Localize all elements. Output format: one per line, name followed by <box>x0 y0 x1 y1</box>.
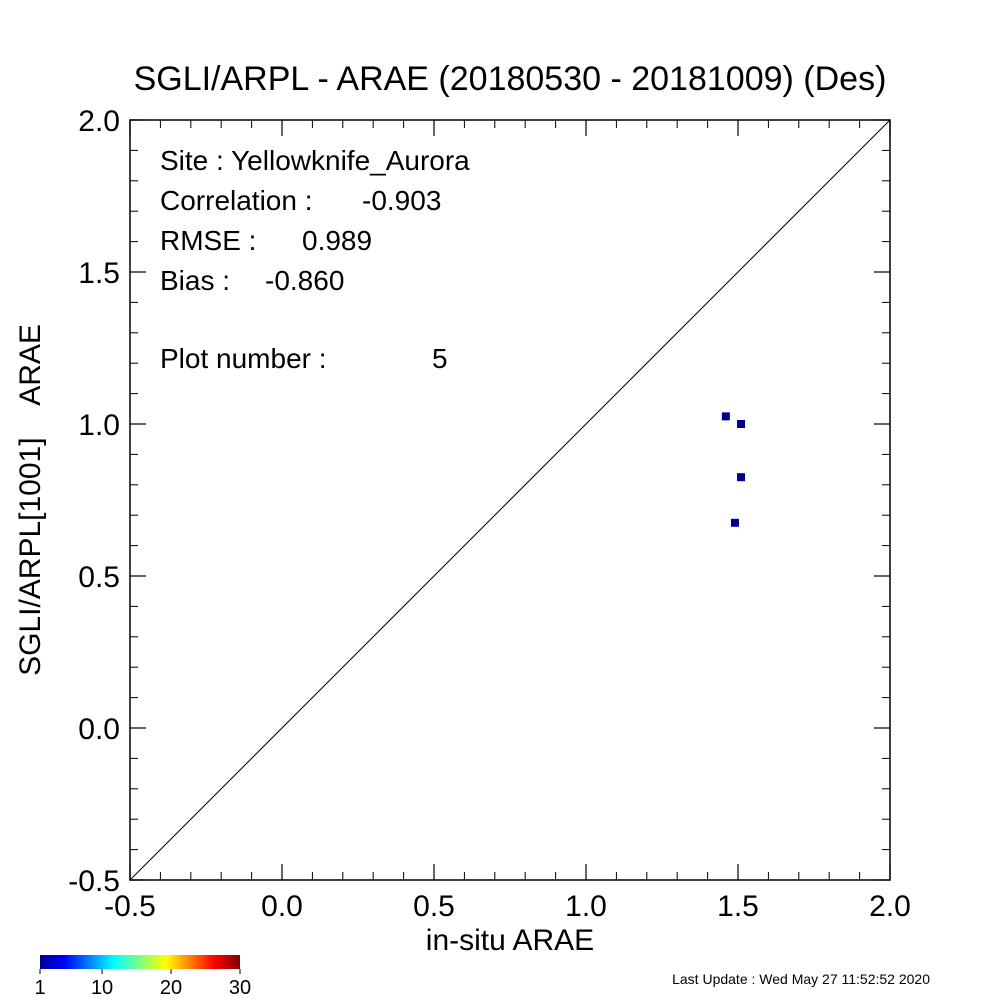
chart-title: SGLI/ARPL - ARAE (20180530 - 20181009) (… <box>134 60 887 98</box>
y-tick-label: 0.5 <box>78 561 120 594</box>
x-axis-ticks: -0.5 0.0 0.5 1.0 1.5 2.0 <box>104 120 911 923</box>
colorbar-ticks: 1 10 20 30 <box>34 969 251 999</box>
colorbar <box>40 955 240 969</box>
x-tick-label: 2.0 <box>869 890 911 923</box>
last-update: Last Update : Wed May 27 11:52:52 2020 <box>672 971 930 987</box>
x-tick-label: -0.5 <box>104 890 156 923</box>
y-tick-label: 0.0 <box>78 713 120 746</box>
stats-plot-number-label: Plot number : <box>160 343 327 374</box>
y-tick-label: 1.5 <box>78 257 120 290</box>
stats-bias-value: -0.860 <box>265 265 344 296</box>
stats-correlation-label: Correlation : <box>160 185 313 216</box>
data-points <box>721 412 746 527</box>
y-tick-label: 1.0 <box>78 409 120 442</box>
colorbar-tick-label: 1 <box>34 977 45 999</box>
stats-bias-label: Bias : <box>160 265 230 296</box>
data-point <box>730 518 739 527</box>
x-axis-label: in-situ ARAE <box>426 924 594 957</box>
colorbar-tick-label: 20 <box>160 977 182 999</box>
stats-correlation-value: -0.903 <box>362 185 441 216</box>
plot-frame <box>129 119 891 881</box>
colorbar-tick-label: 30 <box>229 977 251 999</box>
x-tick-label: 1.5 <box>717 890 759 923</box>
y-tick-label: -0.5 <box>68 865 120 898</box>
data-point <box>737 473 746 482</box>
x-tick-label: 1.0 <box>565 890 607 923</box>
x-tick-label: 0.0 <box>261 890 303 923</box>
stats-rmse-value: 0.989 <box>302 225 372 256</box>
colorbar-tick-label: 10 <box>91 977 113 999</box>
stats-rmse-label: RMSE : <box>160 225 256 256</box>
y-tick-label: 2.0 <box>78 105 120 138</box>
stats-plot-number-value: 5 <box>432 343 448 374</box>
stats-site: Site : Yellowknife_Aurora <box>160 145 470 176</box>
data-point <box>737 420 746 428</box>
data-point <box>721 412 730 421</box>
y-axis-label: SGLI/ARPL[1001] ARAE <box>14 324 47 676</box>
y-axis-ticks: -0.5 0.0 0.5 1.0 1.5 2.0 <box>68 105 890 898</box>
one-to-one-line <box>129 119 891 881</box>
x-tick-label: 0.5 <box>413 890 455 923</box>
